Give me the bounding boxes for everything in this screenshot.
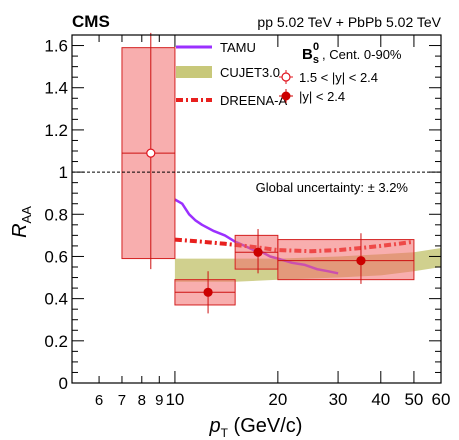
- centrality-label: , Cent. 0-90%: [322, 47, 402, 62]
- axes-layer: 0 0.2 0.4 0.6 0.8 1 1.2 1.4 1.6 6 7 8 9 10 20 30 40 50 60: [44, 34, 451, 409]
- y-tick-label: 0.2: [44, 332, 68, 351]
- collision-label: pp 5.02 TeV + PbPb 5.02 TeV: [257, 14, 441, 30]
- x-axis-title-unit: (GeV/c): [228, 415, 302, 437]
- legend-cujet-label: CUJET3.0: [220, 65, 280, 80]
- global-uncertainty-label: Global uncertainty: ± 3.2%: [256, 180, 409, 195]
- y-axis-title-sub: AA: [19, 206, 34, 224]
- x-axis-title-sub: T: [221, 426, 229, 440]
- model-legend: TAMU CUJET3.0 DREENA-A: [176, 40, 288, 108]
- y-tick-label: 1: [59, 163, 68, 182]
- x-tick-label: 10: [165, 390, 184, 409]
- legend-cujet-swatch: [176, 66, 212, 78]
- x-tick-label: 40: [371, 390, 390, 409]
- plot-frame: [71, 34, 442, 384]
- x-axis-title: pT (GeV/c): [209, 415, 303, 440]
- y-tick-label: 1.6: [44, 37, 68, 56]
- y-axis-title: RAA: [9, 206, 34, 238]
- syst-box-1-2: [277, 239, 415, 281]
- data-legend: Bs 0 , Cent. 0-90% 1.5 < |y| < 2.4 |y| <…: [279, 41, 402, 104]
- data-point-0-0: [146, 148, 156, 158]
- x-tick-label: 7: [118, 392, 126, 409]
- data-points-layer: [121, 32, 415, 314]
- y-axis-title-main: R: [9, 223, 31, 237]
- y-tick-label: 0.4: [44, 290, 68, 309]
- data-point-1-2: [356, 256, 366, 266]
- legend-forward-marker: [281, 72, 291, 82]
- x-tick-label: 8: [138, 392, 146, 409]
- legend-tamu-label: TAMU: [220, 40, 256, 55]
- data-point-1-0: [203, 287, 213, 297]
- legend-dreena-label: DREENA-A: [220, 93, 288, 108]
- particle-sub: s: [313, 54, 319, 66]
- data-point-1-1: [253, 247, 263, 257]
- particle-main: B: [302, 46, 313, 63]
- x-tick-label: 30: [329, 390, 348, 409]
- x-tick-label: 20: [268, 390, 287, 409]
- x-tick-label: 50: [404, 390, 423, 409]
- experiment-label: CMS: [72, 12, 110, 31]
- legend-all-marker: [281, 91, 291, 101]
- y-tick-label: 0.6: [44, 247, 68, 266]
- x-tick-label: 60: [432, 390, 451, 409]
- x-axis-title-main: p: [209, 415, 221, 437]
- legend-forward-label: 1.5 < |y| < 2.4: [299, 70, 378, 85]
- x-tick-label: 9: [155, 392, 163, 409]
- particle-label: Bs: [302, 46, 319, 66]
- particle-sup: 0: [313, 41, 319, 53]
- legend-all-label: |y| < 2.4: [299, 89, 345, 104]
- y-tick-label: 0.8: [44, 205, 68, 224]
- x-tick-label: 6: [95, 392, 103, 409]
- y-tick-label: 0: [59, 374, 68, 393]
- y-tick-label: 1.4: [44, 79, 68, 98]
- y-tick-label: 1.2: [44, 121, 68, 140]
